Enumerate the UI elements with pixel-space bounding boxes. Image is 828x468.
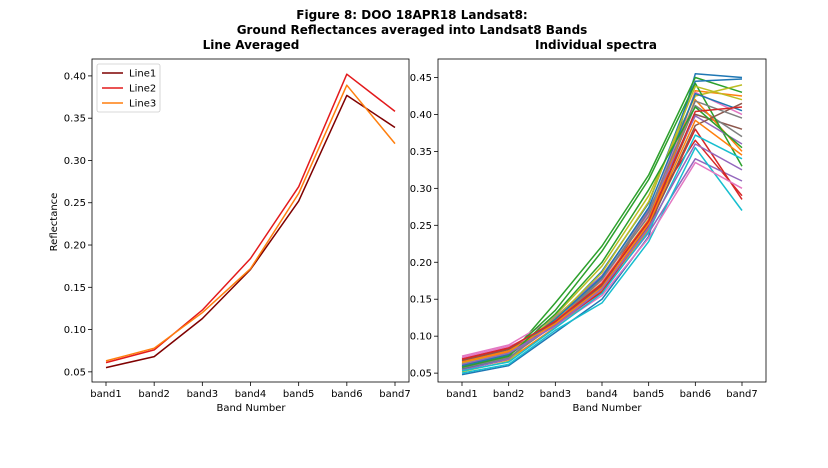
individual-spectra-panel: Individual spectra Band Number band1 band… <box>410 38 767 414</box>
series-line-23 <box>461 106 743 368</box>
left-x-axis-label: Band Number <box>216 403 286 414</box>
y-tick-label: 0.20 <box>64 241 86 252</box>
series-line-21 <box>461 92 743 367</box>
series-line-18 <box>461 100 743 369</box>
series-line-22 <box>461 119 743 363</box>
y-tick-label: 0.30 <box>410 184 432 195</box>
series-line-24 <box>461 106 743 360</box>
left-chart-title: Line Averaged <box>203 38 300 52</box>
x-tick-label: band3 <box>540 389 572 400</box>
legend-box <box>96 63 161 113</box>
series-line-1 <box>461 73 743 376</box>
series-line-16 <box>461 102 743 362</box>
legend-label-line1: Line1 <box>129 69 156 80</box>
y-tick-label: 0.40 <box>64 71 86 82</box>
y-tick-label: 0.35 <box>64 114 86 125</box>
y-tick-label: 0.40 <box>410 110 432 121</box>
y-tick-label: 0.35 <box>410 147 432 158</box>
x-tick-label: band6 <box>680 389 712 400</box>
series-line-2 <box>105 73 396 364</box>
y-tick-label: 0.05 <box>64 367 86 378</box>
figure-title-line2: Ground Reflectances averaged into Landsa… <box>237 23 588 37</box>
x-tick-label: band7 <box>379 389 411 400</box>
x-tick-label: band5 <box>633 389 665 400</box>
figure-title-line1: Figure 8: DOO 18APR18 Landsat8: <box>296 8 527 22</box>
right-chart-title: Individual spectra <box>535 38 657 52</box>
y-tick-label: 0.25 <box>410 221 432 232</box>
series-line-20 <box>461 134 743 372</box>
x-tick-label: band3 <box>187 389 219 400</box>
line-averaged-panel: Line Averaged Band Number Reflectance ba… <box>49 38 411 414</box>
x-tick-label: band1 <box>446 389 478 400</box>
legend-label-line2: Line2 <box>129 84 156 95</box>
y-tick-label: 0.25 <box>64 198 86 209</box>
y-tick-label: 0.15 <box>64 283 86 294</box>
series-line-15 <box>461 115 743 371</box>
x-tick-label: band6 <box>331 389 363 400</box>
y-tick-label: 0.10 <box>410 332 432 343</box>
series-line-7 <box>461 91 743 357</box>
x-tick-label: band2 <box>138 389 170 400</box>
series-line-3 <box>105 84 396 362</box>
series-line-17 <box>461 161 743 359</box>
series-line-10 <box>461 146 743 374</box>
x-tick-label: band4 <box>235 389 267 400</box>
y-tick-label: 0.30 <box>64 156 86 167</box>
x-tick-label: band5 <box>283 389 315 400</box>
y-tick-label: 0.10 <box>64 325 86 336</box>
x-tick-label: band2 <box>493 389 525 400</box>
x-tick-label: band7 <box>726 389 758 400</box>
series-line-25 <box>461 143 743 366</box>
y-tick-label: 0.45 <box>410 73 432 84</box>
x-tick-label: band4 <box>586 389 618 400</box>
x-tick-label: band1 <box>90 389 122 400</box>
legend: Line1 Line2 Line3 <box>96 63 161 113</box>
y-tick-label: 0.15 <box>410 295 432 306</box>
legend-label-line3: Line3 <box>129 99 156 110</box>
left-y-axis-label: Reflectance <box>49 193 60 252</box>
right-x-axis-label: Band Number <box>572 403 642 414</box>
y-tick-label: 0.20 <box>410 258 432 269</box>
y-tick-label: 0.05 <box>410 369 432 380</box>
